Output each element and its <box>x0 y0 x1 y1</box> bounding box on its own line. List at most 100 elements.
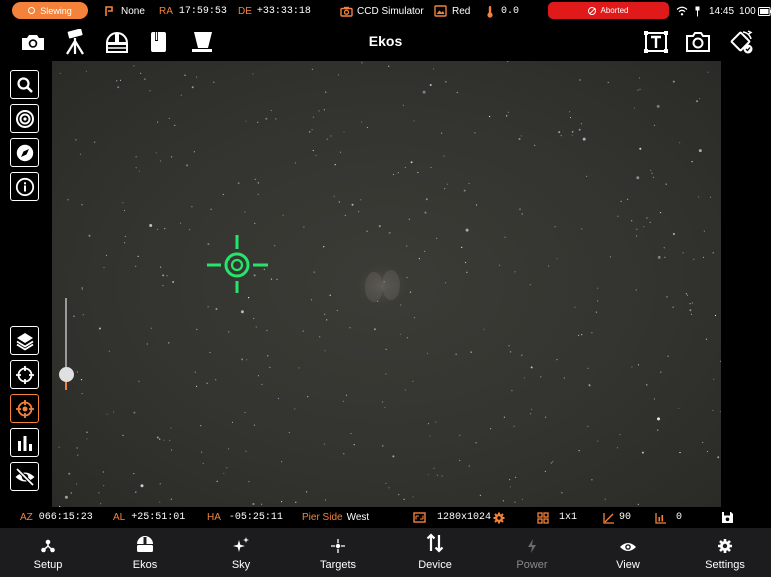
star <box>720 360 721 362</box>
star <box>638 77 641 79</box>
star <box>164 228 166 230</box>
info-button[interactable] <box>10 172 39 201</box>
ha-value: -05:25:11 <box>228 512 283 523</box>
star <box>652 176 655 178</box>
star <box>329 294 331 296</box>
star <box>717 456 720 459</box>
auto-rotate-icon[interactable] <box>727 28 755 56</box>
nav-view[interactable]: View <box>580 528 676 577</box>
target-button[interactable] <box>10 104 39 133</box>
search-icon <box>16 76 33 93</box>
star <box>82 314 84 316</box>
star <box>427 423 430 425</box>
star <box>441 132 443 134</box>
search-button[interactable] <box>10 70 39 99</box>
star <box>215 308 218 310</box>
camera-icon[interactable] <box>19 28 47 56</box>
dome-icon[interactable] <box>103 28 131 56</box>
star <box>587 425 589 427</box>
capture-status-badge[interactable]: Aborted <box>548 2 669 19</box>
star <box>706 450 709 453</box>
stretch-slider-track[interactable] <box>65 298 67 390</box>
star <box>257 182 259 184</box>
star <box>257 375 260 377</box>
star <box>294 408 296 410</box>
star <box>445 81 447 83</box>
mount-icon[interactable] <box>61 28 89 56</box>
star <box>474 132 476 134</box>
star <box>276 278 278 280</box>
star <box>563 377 565 379</box>
star <box>281 461 283 463</box>
star <box>270 278 273 280</box>
telescope-info-bar: AZ 066:15:23 AL +25:51:01 HA -05:25:11 P… <box>0 507 771 528</box>
gain-readout[interactable]: 90 <box>603 507 631 528</box>
flat-panel-icon[interactable] <box>188 28 216 56</box>
star <box>172 281 175 283</box>
star <box>169 439 171 441</box>
star <box>672 306 674 308</box>
gear-icon[interactable] <box>493 512 505 524</box>
targets-icon <box>331 539 345 553</box>
star <box>617 215 619 217</box>
star <box>702 441 704 444</box>
star <box>509 486 511 488</box>
filter-name: Red <box>452 5 471 17</box>
view-icon <box>620 543 636 551</box>
star <box>133 411 136 414</box>
stretch-slider-knob[interactable] <box>59 367 74 382</box>
crosshair-button[interactable] <box>10 360 39 389</box>
star <box>459 434 461 436</box>
nav-power[interactable]: Power <box>484 528 580 577</box>
star <box>385 373 387 375</box>
star <box>646 384 648 386</box>
nav-device[interactable]: Device <box>387 528 483 577</box>
focuser-icon[interactable] <box>145 28 173 56</box>
nav-sky[interactable]: Sky <box>193 528 289 577</box>
star <box>545 416 547 418</box>
nav-ekos[interactable]: Ekos <box>97 528 193 577</box>
star <box>506 115 508 117</box>
ekos-icon <box>137 536 153 552</box>
filter-status[interactable]: Red <box>434 0 470 22</box>
nav-targets[interactable]: Targets <box>290 528 386 577</box>
sky-image-viewport[interactable] <box>52 61 721 507</box>
star <box>530 413 532 415</box>
resolution-readout[interactable]: 1280x1024 <box>413 507 505 528</box>
save-button[interactable] <box>721 507 734 528</box>
star <box>159 483 161 485</box>
star <box>637 503 639 505</box>
offset-readout[interactable]: 0 <box>655 507 682 528</box>
compass-button[interactable] <box>10 138 39 167</box>
star <box>417 171 419 174</box>
solve-text-icon[interactable] <box>642 28 670 56</box>
nav-label: Device <box>418 559 452 571</box>
star <box>479 494 481 496</box>
target-reticle[interactable] <box>207 235 268 293</box>
nav-settings[interactable]: Settings <box>677 528 771 577</box>
star <box>81 288 83 290</box>
star <box>275 118 277 120</box>
star <box>404 166 406 169</box>
star <box>548 265 550 267</box>
star <box>514 271 516 273</box>
layers-button[interactable] <box>10 326 39 355</box>
device-icon <box>426 533 444 553</box>
capture-preview-icon[interactable] <box>684 28 712 56</box>
slew-status-badge[interactable]: Slewing <box>12 2 88 19</box>
star <box>170 427 172 429</box>
center-crosshair-button[interactable] <box>10 394 39 423</box>
hide-overlay-button[interactable] <box>10 462 39 491</box>
system-tray: 14:45 100 <box>676 0 771 22</box>
star <box>429 435 431 437</box>
star <box>672 233 675 235</box>
star <box>635 289 637 291</box>
star <box>702 256 705 258</box>
binning-readout[interactable]: 1x1 <box>537 507 577 528</box>
star <box>513 425 515 427</box>
nav-setup[interactable]: Setup <box>0 528 96 577</box>
camera-status[interactable]: CCD Simulator <box>340 0 424 22</box>
histogram-button[interactable] <box>10 428 39 457</box>
track-status[interactable]: None <box>104 0 145 22</box>
star <box>298 367 300 369</box>
